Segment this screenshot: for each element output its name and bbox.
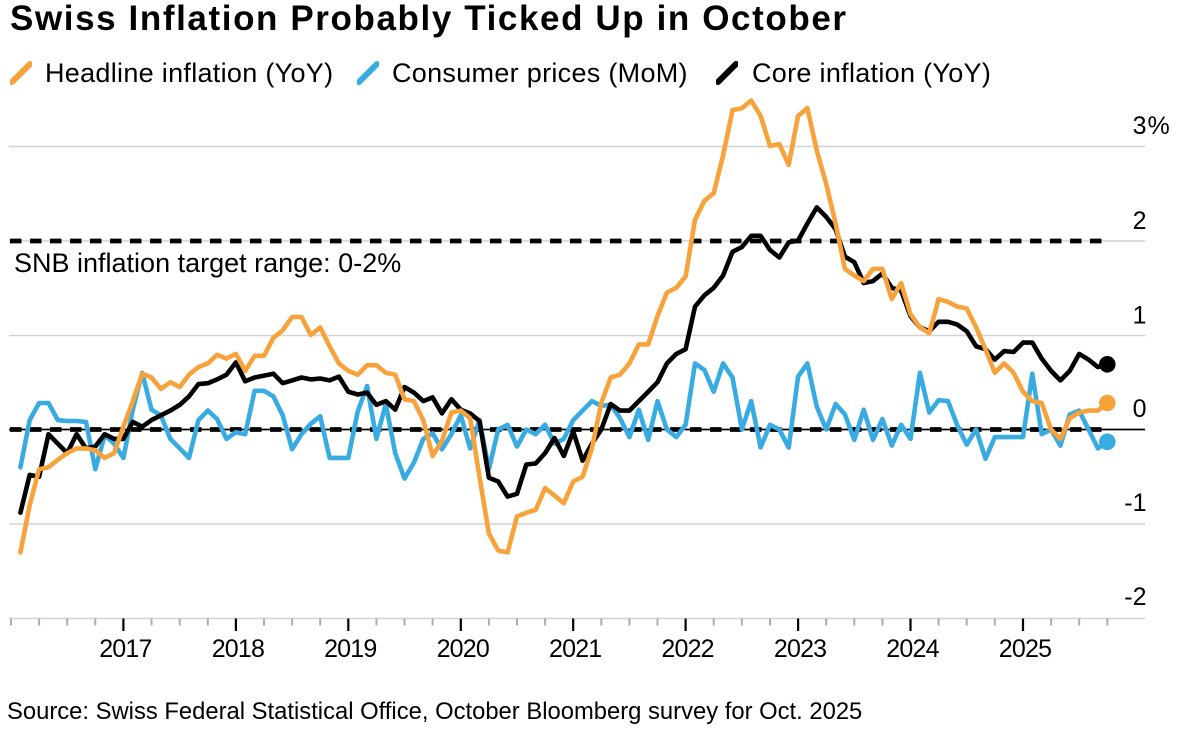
svg-text:2021: 2021 xyxy=(549,635,601,663)
svg-text:3: 3 xyxy=(1133,112,1147,140)
svg-text:%: % xyxy=(1148,112,1170,140)
svg-text:2: 2 xyxy=(1133,207,1147,235)
svg-text:2025: 2025 xyxy=(999,635,1051,663)
svg-text:2022: 2022 xyxy=(661,635,713,663)
svg-text:2019: 2019 xyxy=(324,635,376,663)
svg-text:2024: 2024 xyxy=(886,635,939,663)
svg-text:2020: 2020 xyxy=(437,635,489,663)
svg-text:-2: -2 xyxy=(1124,583,1146,611)
svg-text:1: 1 xyxy=(1133,302,1147,330)
svg-text:2017: 2017 xyxy=(99,635,151,663)
svg-text:2023: 2023 xyxy=(774,635,826,663)
svg-text:-1: -1 xyxy=(1124,489,1146,517)
svg-text:2018: 2018 xyxy=(212,635,264,663)
svg-text:SNB inflation target range: 0-: SNB inflation target range: 0-2% xyxy=(14,248,401,278)
svg-text:0: 0 xyxy=(1133,395,1147,423)
